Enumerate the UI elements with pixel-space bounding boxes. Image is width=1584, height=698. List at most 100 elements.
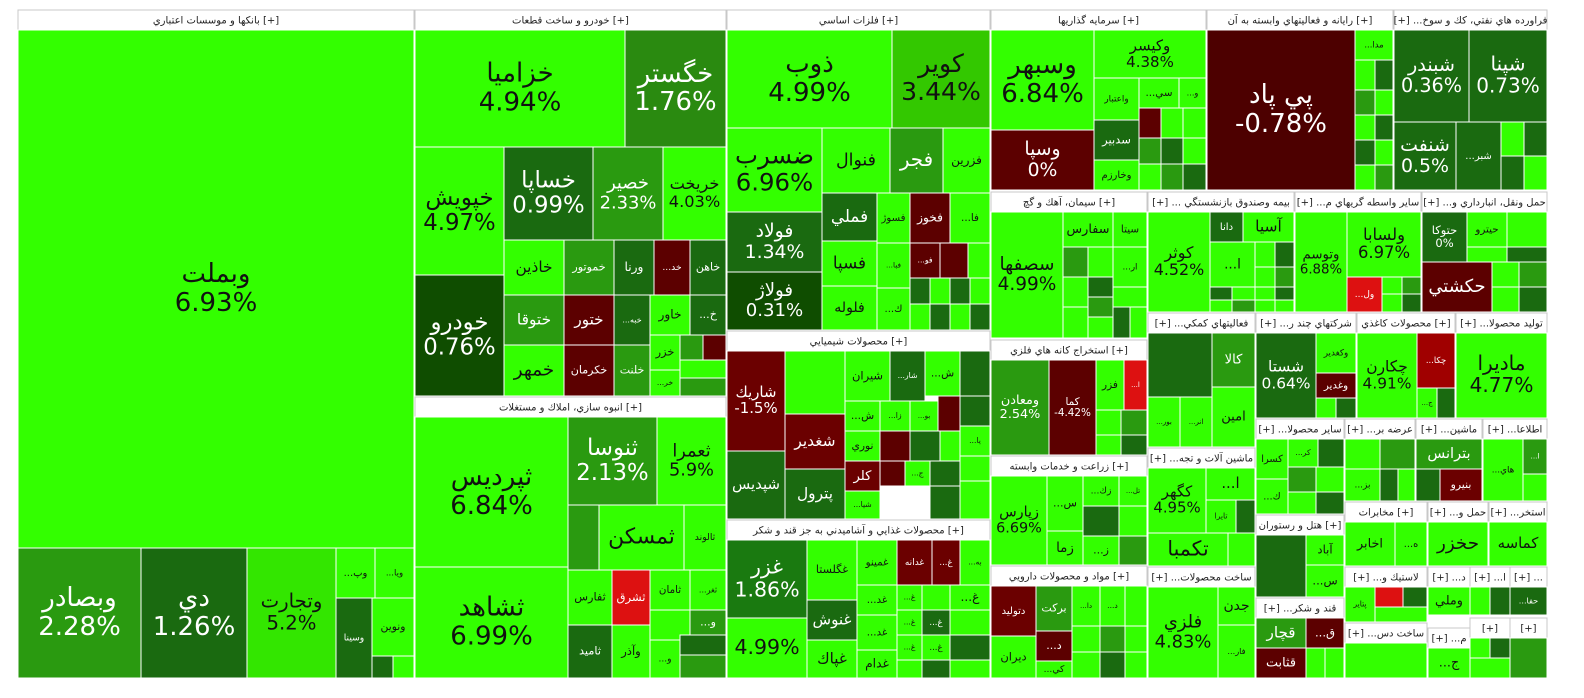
stock-tile (1035, 585, 1073, 632)
sector-title: [+] ... بيمه وصندوق بازنشستگي (1152, 197, 1290, 209)
stock-tile (1160, 107, 1184, 139)
stock-tile (969, 303, 991, 331)
stock-tile (1048, 359, 1097, 456)
stock-tile (1394, 521, 1428, 567)
stock-tile (1317, 438, 1345, 468)
stock-symbol: ...تل (1126, 486, 1140, 495)
stock-symbol: وسپا (1024, 139, 1060, 160)
stock-tile (679, 334, 704, 361)
stock-symbol: خگستر (636, 58, 714, 89)
stock-tile (1522, 473, 1548, 502)
stock-tile (806, 599, 858, 641)
stock-symbol: فزر (1101, 379, 1118, 391)
stock-tile (921, 584, 951, 611)
stock-change: 6.84% (450, 491, 533, 521)
stock-tile (1255, 647, 1307, 679)
stock-symbol: حكشتي (1428, 276, 1485, 297)
sector-title: [+] ...ماشين (1421, 425, 1477, 436)
sector: [+] ...لاستيك و پتاير (1344, 566, 1428, 623)
stock-tile (1489, 586, 1511, 616)
stock-tile (879, 400, 911, 432)
stock-tile (567, 416, 658, 506)
stock-symbol: ...انر (1189, 417, 1204, 426)
sector-title: [+] ...ساخت دس (1348, 629, 1424, 640)
stock-tile (904, 460, 931, 487)
stock-tile (414, 416, 569, 568)
stock-tile (1421, 211, 1468, 263)
stock-tile (959, 455, 991, 482)
stock-tile (1315, 491, 1345, 515)
stock-tile (1274, 286, 1295, 301)
stock-symbol: خپويش (425, 185, 493, 211)
stock-tile (1287, 438, 1319, 468)
stock-tile (967, 242, 991, 279)
stock-tile (1397, 468, 1416, 502)
stock-symbol: غپاك (817, 650, 847, 669)
stock-symbol: ...فا (961, 212, 979, 224)
stock-symbol: پتاير (1352, 600, 1366, 609)
stock-symbol: ...ول (1355, 290, 1374, 300)
stock-symbol: امين (1221, 410, 1246, 425)
stock-tile (1381, 293, 1403, 313)
stock-tile (1082, 535, 1120, 566)
stock-symbol: خاذين (515, 258, 552, 276)
stock-tile (1427, 521, 1489, 567)
stock-tile (1427, 586, 1471, 616)
stock-symbol: فزرين (951, 153, 982, 168)
sector-title: [+] ...فعاليتهاي كمكي (1155, 319, 1249, 330)
stock-tile (1147, 467, 1207, 534)
stock-tile (1274, 241, 1295, 268)
stock-symbol: ثشاهد (459, 593, 525, 623)
sector-title: مخابرات [+] (1359, 508, 1414, 519)
stock-tile (1374, 606, 1428, 623)
stock-tile (1287, 491, 1317, 515)
sector-title: [+] ... (1514, 573, 1543, 584)
stock-change: 6.69% (996, 520, 1042, 536)
stock-tile (1518, 286, 1548, 313)
stock-symbol: ...حفا (1519, 596, 1539, 606)
stock-tile (949, 277, 971, 305)
stock-tile (414, 274, 505, 397)
stock-tile (1046, 475, 1084, 532)
stock-symbol: شپديس (732, 475, 780, 493)
stock-tile (889, 127, 944, 194)
sector: [+] ...استخر كماسه (1488, 501, 1548, 567)
stock-symbol: فولاد (756, 221, 794, 242)
stock-symbol: ولسابا (1363, 225, 1405, 245)
stock-tile (784, 350, 846, 415)
stock-tile (821, 285, 878, 331)
stock-symbol: شستا (1268, 358, 1304, 376)
stock-tile (896, 539, 933, 586)
sector: هتل و رستوران [+] آباد ...س (1255, 514, 1345, 598)
sector-title: [+] ...لاستيك و (1353, 573, 1418, 584)
sector: [+] ...اطلاعا ...هاي ...ا (1482, 418, 1548, 502)
stock-change: 4.99% (734, 635, 799, 659)
stock-symbol: ...فبا (886, 261, 901, 270)
stock-tile (909, 303, 931, 331)
stock-tile (689, 569, 727, 611)
stock-symbol: آسيا (1255, 217, 1282, 236)
stock-tile (246, 547, 337, 679)
stock-change: 4.99% (768, 78, 851, 108)
stock-tile (821, 240, 878, 287)
stock-symbol: ...ا (1131, 381, 1140, 389)
stock-tile (1374, 114, 1394, 141)
stock-symbol: فولاژ (755, 280, 793, 301)
stock-symbol: قثابت (1266, 656, 1296, 671)
stock-symbol: فملي (831, 206, 868, 227)
stock-change: -1.5% (734, 399, 777, 417)
stock-tile (949, 192, 991, 244)
stock-tile (392, 655, 415, 679)
stock-symbol: ثعمرا (672, 441, 710, 461)
stock-symbol: ...ار (1123, 263, 1138, 273)
stock-symbol: ختور (573, 311, 603, 329)
stock-symbol: ...سي (1145, 87, 1172, 99)
stock-tile (1518, 261, 1548, 288)
